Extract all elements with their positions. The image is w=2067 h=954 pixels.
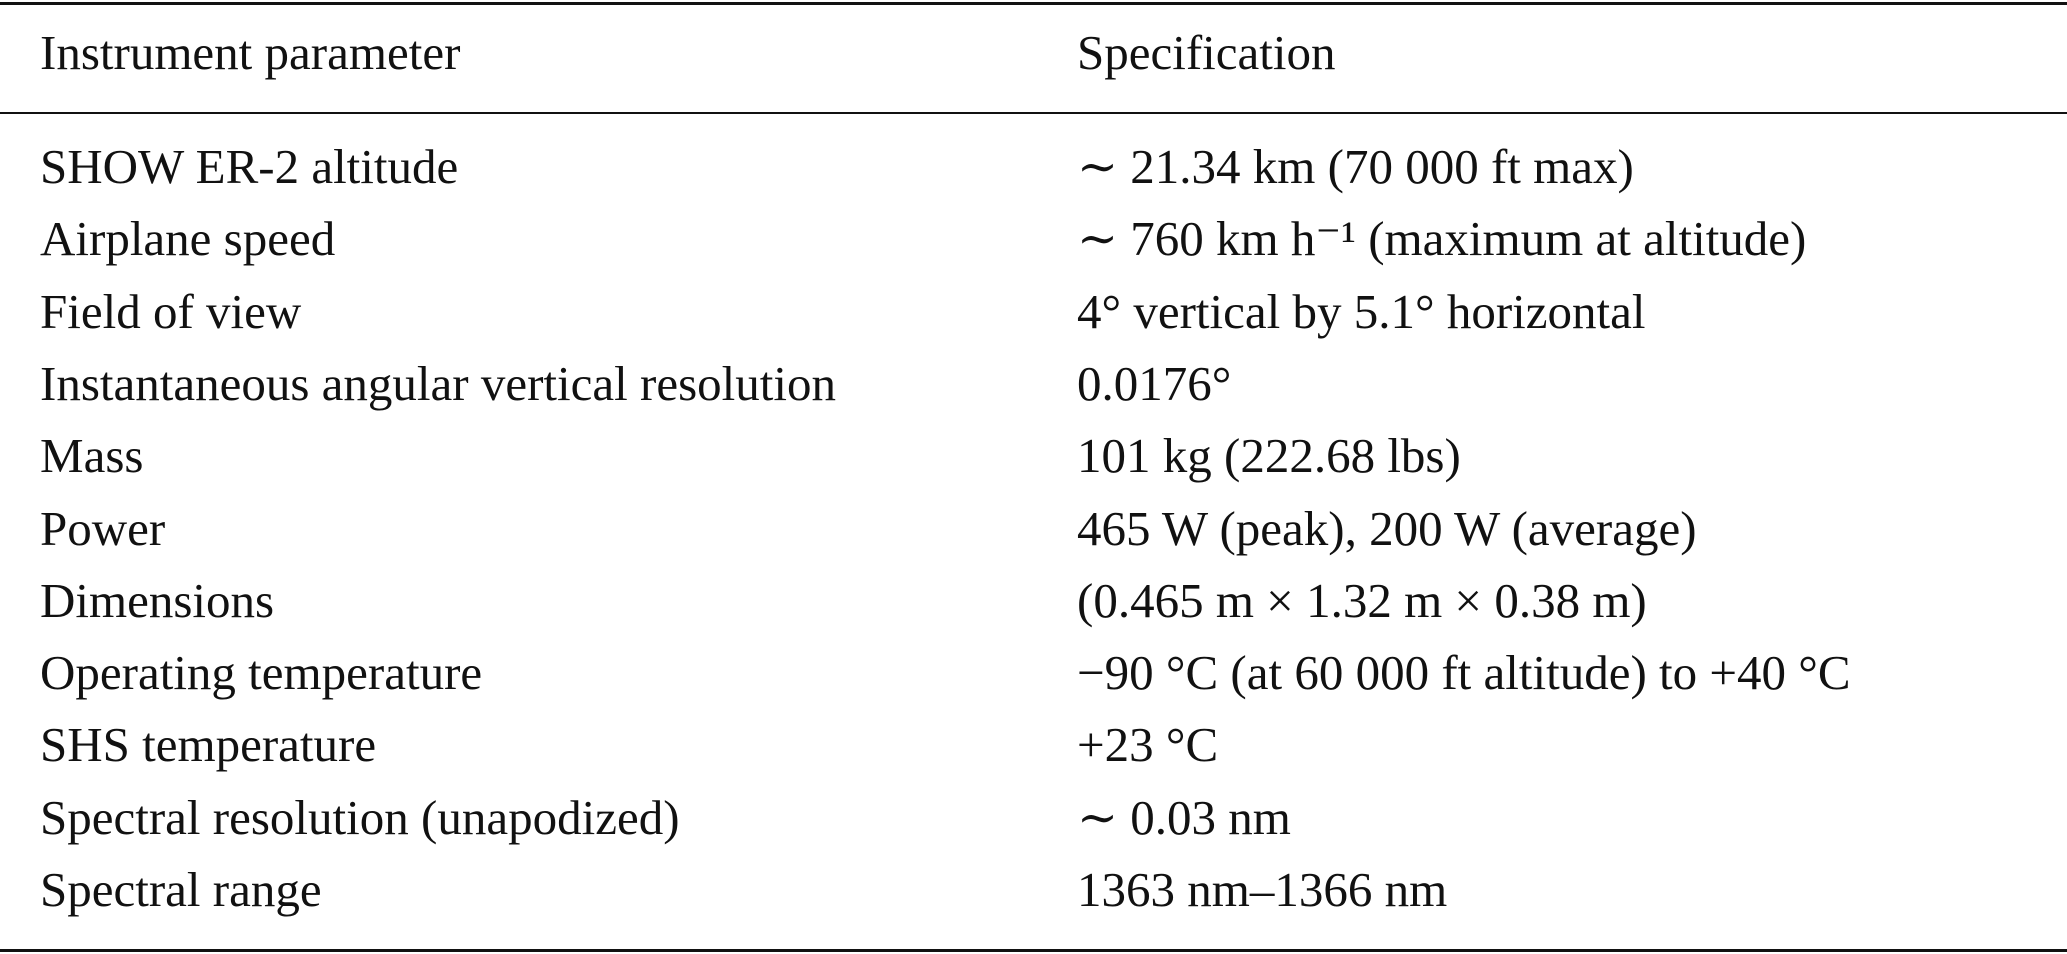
header-cell: Instrument parameter xyxy=(40,25,461,80)
table-cell: ∼ 760 km h⁻¹ (maximum at altitude) xyxy=(1077,211,1807,267)
table-cell: ∼ 0.03 nm xyxy=(1077,789,1291,845)
table-cell: Airplane speed xyxy=(40,211,336,267)
table-cell: Power xyxy=(40,500,166,556)
table-cell: +23 °C xyxy=(1077,717,1219,773)
top-rule xyxy=(0,2,2067,5)
bottom-rule xyxy=(0,949,2067,952)
table-cell: Mass xyxy=(40,428,144,484)
table-cell: SHS temperature xyxy=(40,717,377,773)
table-cell: −90 °C (at 60 000 ft altitude) to +40 °C xyxy=(1077,645,1851,701)
table-cell: (0.465 m × 1.32 m × 0.38 m) xyxy=(1077,572,1647,628)
header-rule xyxy=(0,112,2067,114)
header-cell: Specification xyxy=(1077,25,1336,80)
table-cell: 101 kg (222.68 lbs) xyxy=(1077,428,1461,484)
table-cell: Instantaneous angular vertical resolutio… xyxy=(40,355,836,411)
table-cell: Spectral range xyxy=(40,862,322,917)
table-cell: 1363 nm–1366 nm xyxy=(1077,862,1448,917)
table-cell: 465 W (peak), 200 W (average) xyxy=(1077,500,1697,556)
table-cell: Dimensions xyxy=(40,572,275,628)
table-cell: Field of view xyxy=(40,283,302,339)
table-cell: Operating temperature xyxy=(40,645,483,701)
table-cell: Spectral resolution (unapodized) xyxy=(40,789,680,845)
table-cell: 4° vertical by 5.1° horizontal xyxy=(1077,283,1646,339)
table-cell: 0.0176° xyxy=(1077,355,1232,411)
table-cell: ∼ 21.34 km (70 000 ft max) xyxy=(1077,139,1634,194)
table-cell: SHOW ER-2 altitude xyxy=(40,139,459,194)
